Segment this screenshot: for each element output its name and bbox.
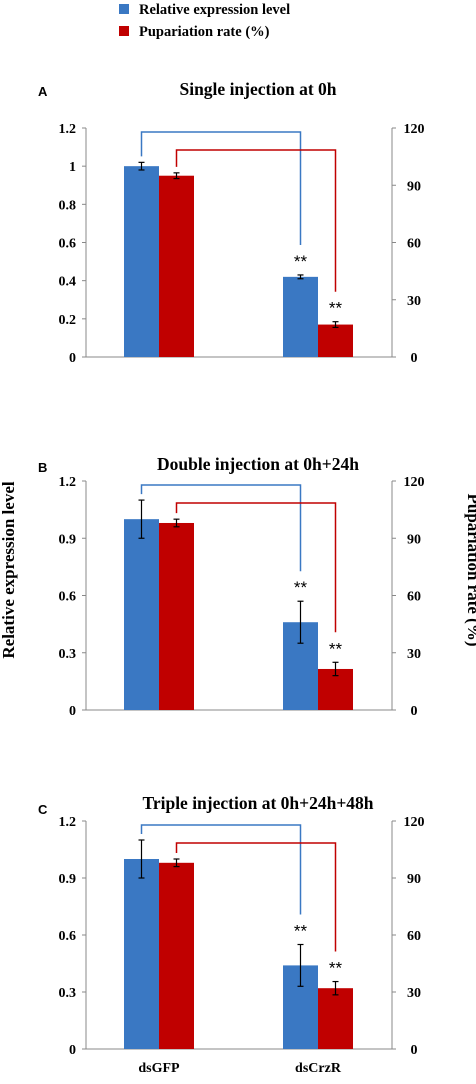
expression-bar-dsgfp: [124, 859, 159, 1049]
left-tick-label: 0.3: [59, 647, 77, 662]
left-tick-label: 0.6: [59, 590, 77, 605]
pupariation-comparison-bracket: [175, 149, 337, 292]
pupariation-bar-dscrzr: [318, 324, 353, 357]
panel-title: Triple injection at 0h+24h+48h: [142, 793, 373, 813]
panel-label: A: [38, 84, 48, 99]
panel-label: B: [38, 460, 47, 475]
left-tick-label: 0.9: [59, 532, 77, 547]
right-tick-label: 120: [404, 122, 425, 137]
expression-comparison-bracket: [140, 824, 302, 915]
left-tick-label: 0.6: [59, 929, 77, 944]
right-tick-label: 0: [411, 704, 418, 719]
expression-bar-dscrzr: [283, 276, 318, 357]
significance-marker: **: [329, 299, 343, 318]
left-tick-label: 1.2: [59, 815, 77, 830]
right-tick-label: 120: [404, 815, 425, 830]
legend: Relative expression level Pupariation ra…: [119, 2, 290, 40]
left-tick-label: 0.3: [59, 986, 77, 1001]
right-tick-label: 30: [407, 294, 421, 309]
left-tick-label: 0.8: [59, 198, 77, 213]
pupariation-comparison-bracket: [175, 842, 337, 952]
significance-marker: **: [294, 578, 308, 597]
panel-label: C: [38, 802, 48, 817]
left-tick-label: 0.4: [59, 275, 77, 290]
right-tick-label: 90: [407, 532, 421, 547]
pupariation-bar-dsgfp: [159, 175, 194, 357]
right-tick-label: 30: [407, 986, 421, 1001]
left-axis-title: Relative expression level: [0, 481, 18, 658]
left-tick-label: 1.2: [59, 122, 77, 137]
significance-marker: **: [329, 959, 343, 978]
panel-b: B Double injection at 0h+24h 0 0.3 0.6 0.9 1.2…: [38, 454, 425, 719]
right-tick-label: 90: [407, 179, 421, 194]
pupariation-bar-dscrzr: [318, 988, 353, 1049]
category-label: dsGFP: [138, 1061, 180, 1076]
significance-marker: **: [294, 922, 308, 941]
expression-comparison-bracket: [140, 131, 302, 245]
right-axis-title: Pupariation rate (%): [464, 494, 476, 647]
right-tick-label: 60: [407, 929, 421, 944]
legend-label-pupariation: Pupariation rate (%): [139, 24, 270, 40]
legend-label-expression: Relative expression level: [139, 2, 290, 18]
panel-c: C Triple injection at 0h+24h+48h 0 0.3 0.6 0.…: [38, 793, 425, 1076]
expression-comparison-bracket: [140, 484, 302, 572]
right-tick-label: 0: [411, 1043, 418, 1058]
panels: A Single injection at 0h 0 0.2 0.4 0.6 0.8 1 1.2…: [38, 79, 425, 1076]
right-tick-label: 0: [411, 351, 418, 366]
expression-bar-dsgfp: [124, 519, 159, 710]
left-tick-label: 0: [69, 1043, 76, 1058]
category-label: dsCrzR: [295, 1061, 342, 1076]
panel-title: Double injection at 0h+24h: [157, 454, 359, 474]
expression-bar-dsgfp: [124, 166, 159, 357]
left-tick-label: 0.6: [59, 237, 77, 252]
left-tick-label: 0: [69, 704, 76, 719]
legend-swatch-pupariation: [119, 26, 129, 36]
pupariation-bar-dsgfp: [159, 862, 194, 1049]
significance-marker: **: [294, 252, 308, 271]
left-tick-label: 1: [69, 160, 76, 175]
left-tick-label: 0: [69, 351, 76, 366]
legend-swatch-expression: [119, 4, 129, 14]
panel-title: Single injection at 0h: [179, 79, 336, 99]
left-tick-label: 1.2: [59, 475, 77, 490]
right-tick-label: 60: [407, 590, 421, 605]
left-tick-label: 0.9: [59, 872, 77, 887]
right-tick-label: 120: [404, 475, 425, 490]
right-tick-label: 60: [407, 237, 421, 252]
right-tick-label: 30: [407, 647, 421, 662]
right-tick-label: 90: [407, 872, 421, 887]
significance-marker: **: [329, 639, 343, 658]
panel-a: A Single injection at 0h 0 0.2 0.4 0.6 0.8 1 1.2…: [38, 79, 425, 366]
pupariation-bar-dsgfp: [159, 522, 194, 710]
left-tick-label: 0.2: [59, 313, 77, 328]
pupariation-comparison-bracket: [175, 502, 337, 633]
